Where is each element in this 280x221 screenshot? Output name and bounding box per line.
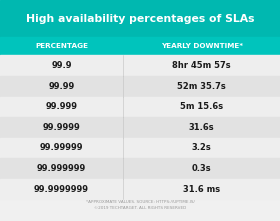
Text: 99.999: 99.999 — [46, 102, 78, 111]
Text: *APPROXIMATE VALUES. SOURCE: HTTPS://UPTIME.IS/
©2019 TECHTARGET. ALL RIGHTS RES: *APPROXIMATE VALUES. SOURCE: HTTPS://UPT… — [86, 200, 194, 210]
Text: 99.99: 99.99 — [48, 82, 75, 91]
Bar — [0, 158, 280, 179]
Text: 5m 15.6s: 5m 15.6s — [180, 102, 223, 111]
Bar — [0, 117, 280, 138]
Text: 3.2s: 3.2s — [192, 143, 211, 152]
Bar — [0, 55, 280, 76]
Text: 99.9999: 99.9999 — [43, 123, 80, 132]
Text: 31.6 ms: 31.6 ms — [183, 185, 220, 194]
Text: High availability percentages of SLAs: High availability percentages of SLAs — [26, 13, 254, 24]
Text: 99.99999: 99.99999 — [40, 143, 83, 152]
Text: PERCENTAGE: PERCENTAGE — [35, 43, 88, 49]
Bar — [0, 179, 280, 199]
Bar — [0, 0, 280, 37]
Bar — [0, 138, 280, 158]
Text: 99.9: 99.9 — [51, 61, 72, 70]
Text: 52m 35.7s: 52m 35.7s — [177, 82, 226, 91]
Text: 99.9999999: 99.9999999 — [34, 185, 89, 194]
Text: 0.3s: 0.3s — [192, 164, 211, 173]
Bar — [0, 76, 280, 97]
Text: YEARLY DOWNTIME*: YEARLY DOWNTIME* — [160, 43, 243, 49]
Bar — [0, 37, 280, 55]
Text: 99.999999: 99.999999 — [37, 164, 86, 173]
Bar — [0, 97, 280, 117]
Text: 31.6s: 31.6s — [189, 123, 214, 132]
Text: 8hr 45m 57s: 8hr 45m 57s — [172, 61, 231, 70]
